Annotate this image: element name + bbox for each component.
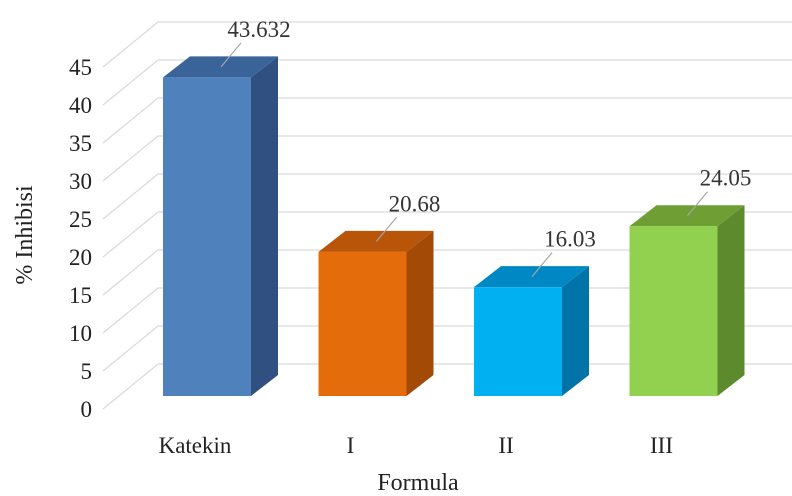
x-tick-label: Katekin — [159, 433, 232, 458]
bar-side — [251, 56, 278, 397]
bar-top — [163, 56, 278, 78]
bar-side — [562, 266, 589, 396]
data-label: 20.68 — [389, 191, 441, 216]
bars — [163, 56, 745, 397]
data-label-leader — [687, 191, 708, 217]
bar-top — [318, 230, 434, 252]
y-tick-label: 15 — [69, 283, 92, 308]
y-tick-label: 45 — [69, 55, 92, 80]
y-tick-label: 5 — [81, 359, 93, 384]
gridline — [102, 59, 792, 106]
y-tick-label: 40 — [69, 93, 92, 118]
bar-iii — [629, 205, 745, 396]
x-axis-ticks: Katekin I II III — [159, 433, 673, 458]
data-label-leader — [220, 42, 242, 68]
gridline — [102, 249, 792, 296]
data-label: 16.03 — [544, 227, 596, 252]
bar-top — [629, 205, 745, 227]
y-tick-label: 35 — [69, 131, 92, 156]
data-labels: 43.632 20.68 16.03 24.05 — [220, 17, 752, 278]
y-axis-ticks: 0 5 10 15 20 25 30 35 40 45 — [69, 55, 92, 422]
bar-ii — [474, 266, 589, 396]
gridline — [102, 21, 792, 68]
x-tick-label: I — [347, 433, 355, 458]
y-axis-title: % Inhibisi — [12, 185, 38, 285]
y-tick-label: 10 — [69, 321, 92, 346]
bar-top — [474, 266, 589, 288]
y-tick-label: 25 — [69, 207, 92, 232]
gridline — [102, 173, 792, 220]
data-label-leader — [531, 252, 553, 278]
bar-side — [717, 205, 745, 396]
data-label: 24.05 — [700, 166, 752, 191]
gridlines — [102, 21, 792, 410]
y-tick-label: 0 — [81, 397, 93, 422]
gridline — [102, 211, 792, 258]
x-axis-title: Formula — [377, 470, 459, 496]
data-label-leader — [376, 216, 397, 242]
gridline — [102, 135, 792, 182]
data-label: 43.632 — [227, 17, 290, 42]
gridline — [102, 97, 792, 144]
x-tick-label: II — [498, 433, 513, 458]
bar-katekin — [163, 56, 278, 397]
bar-side — [406, 230, 434, 396]
bar-front — [318, 251, 407, 396]
bar-i — [318, 230, 434, 396]
bar-front — [163, 77, 251, 397]
y-tick-label: 20 — [69, 245, 92, 270]
y-tick-label: 30 — [69, 169, 92, 194]
bar-front — [629, 226, 718, 396]
x-tick-label: III — [650, 433, 673, 458]
bar-front — [474, 287, 562, 396]
